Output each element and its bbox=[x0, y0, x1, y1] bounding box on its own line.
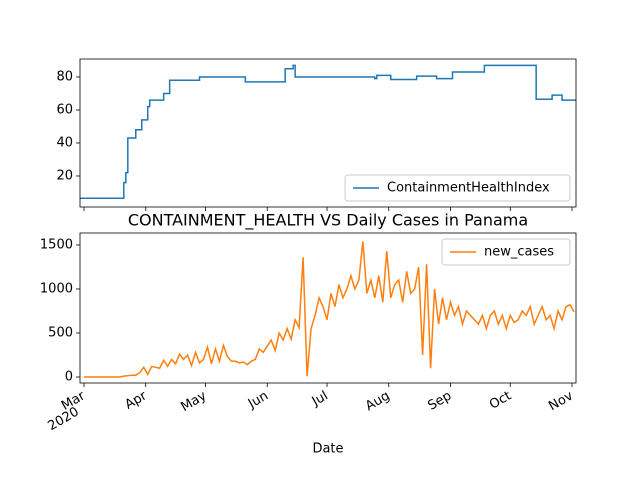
legend-box bbox=[441, 238, 571, 266]
series-line bbox=[80, 64, 576, 200]
y-tick-label: 1500 bbox=[40, 237, 73, 252]
x-axis-label: Date bbox=[312, 442, 343, 457]
y-tick-label: 1000 bbox=[40, 281, 73, 296]
y-tick-label: 20 bbox=[56, 168, 73, 183]
chart-title: CONTAINMENT_HEALTH VS Daily Cases in Pan… bbox=[128, 211, 528, 231]
legend-label: new_cases bbox=[484, 245, 554, 260]
y-tick-label: 40 bbox=[56, 135, 73, 150]
y-tick-label: 60 bbox=[56, 102, 73, 117]
y-tick-label: 500 bbox=[48, 326, 73, 341]
y-tick-label: 80 bbox=[56, 69, 73, 84]
x-tick-label: Jul bbox=[309, 389, 331, 410]
y-tick-label: 0 bbox=[65, 370, 73, 385]
legend-box bbox=[344, 174, 571, 202]
series-line bbox=[83, 241, 575, 378]
axes-frame bbox=[79, 58, 577, 208]
axes-frame bbox=[79, 232, 577, 384]
legend-label: ContainmentHealthIndex bbox=[387, 181, 550, 196]
